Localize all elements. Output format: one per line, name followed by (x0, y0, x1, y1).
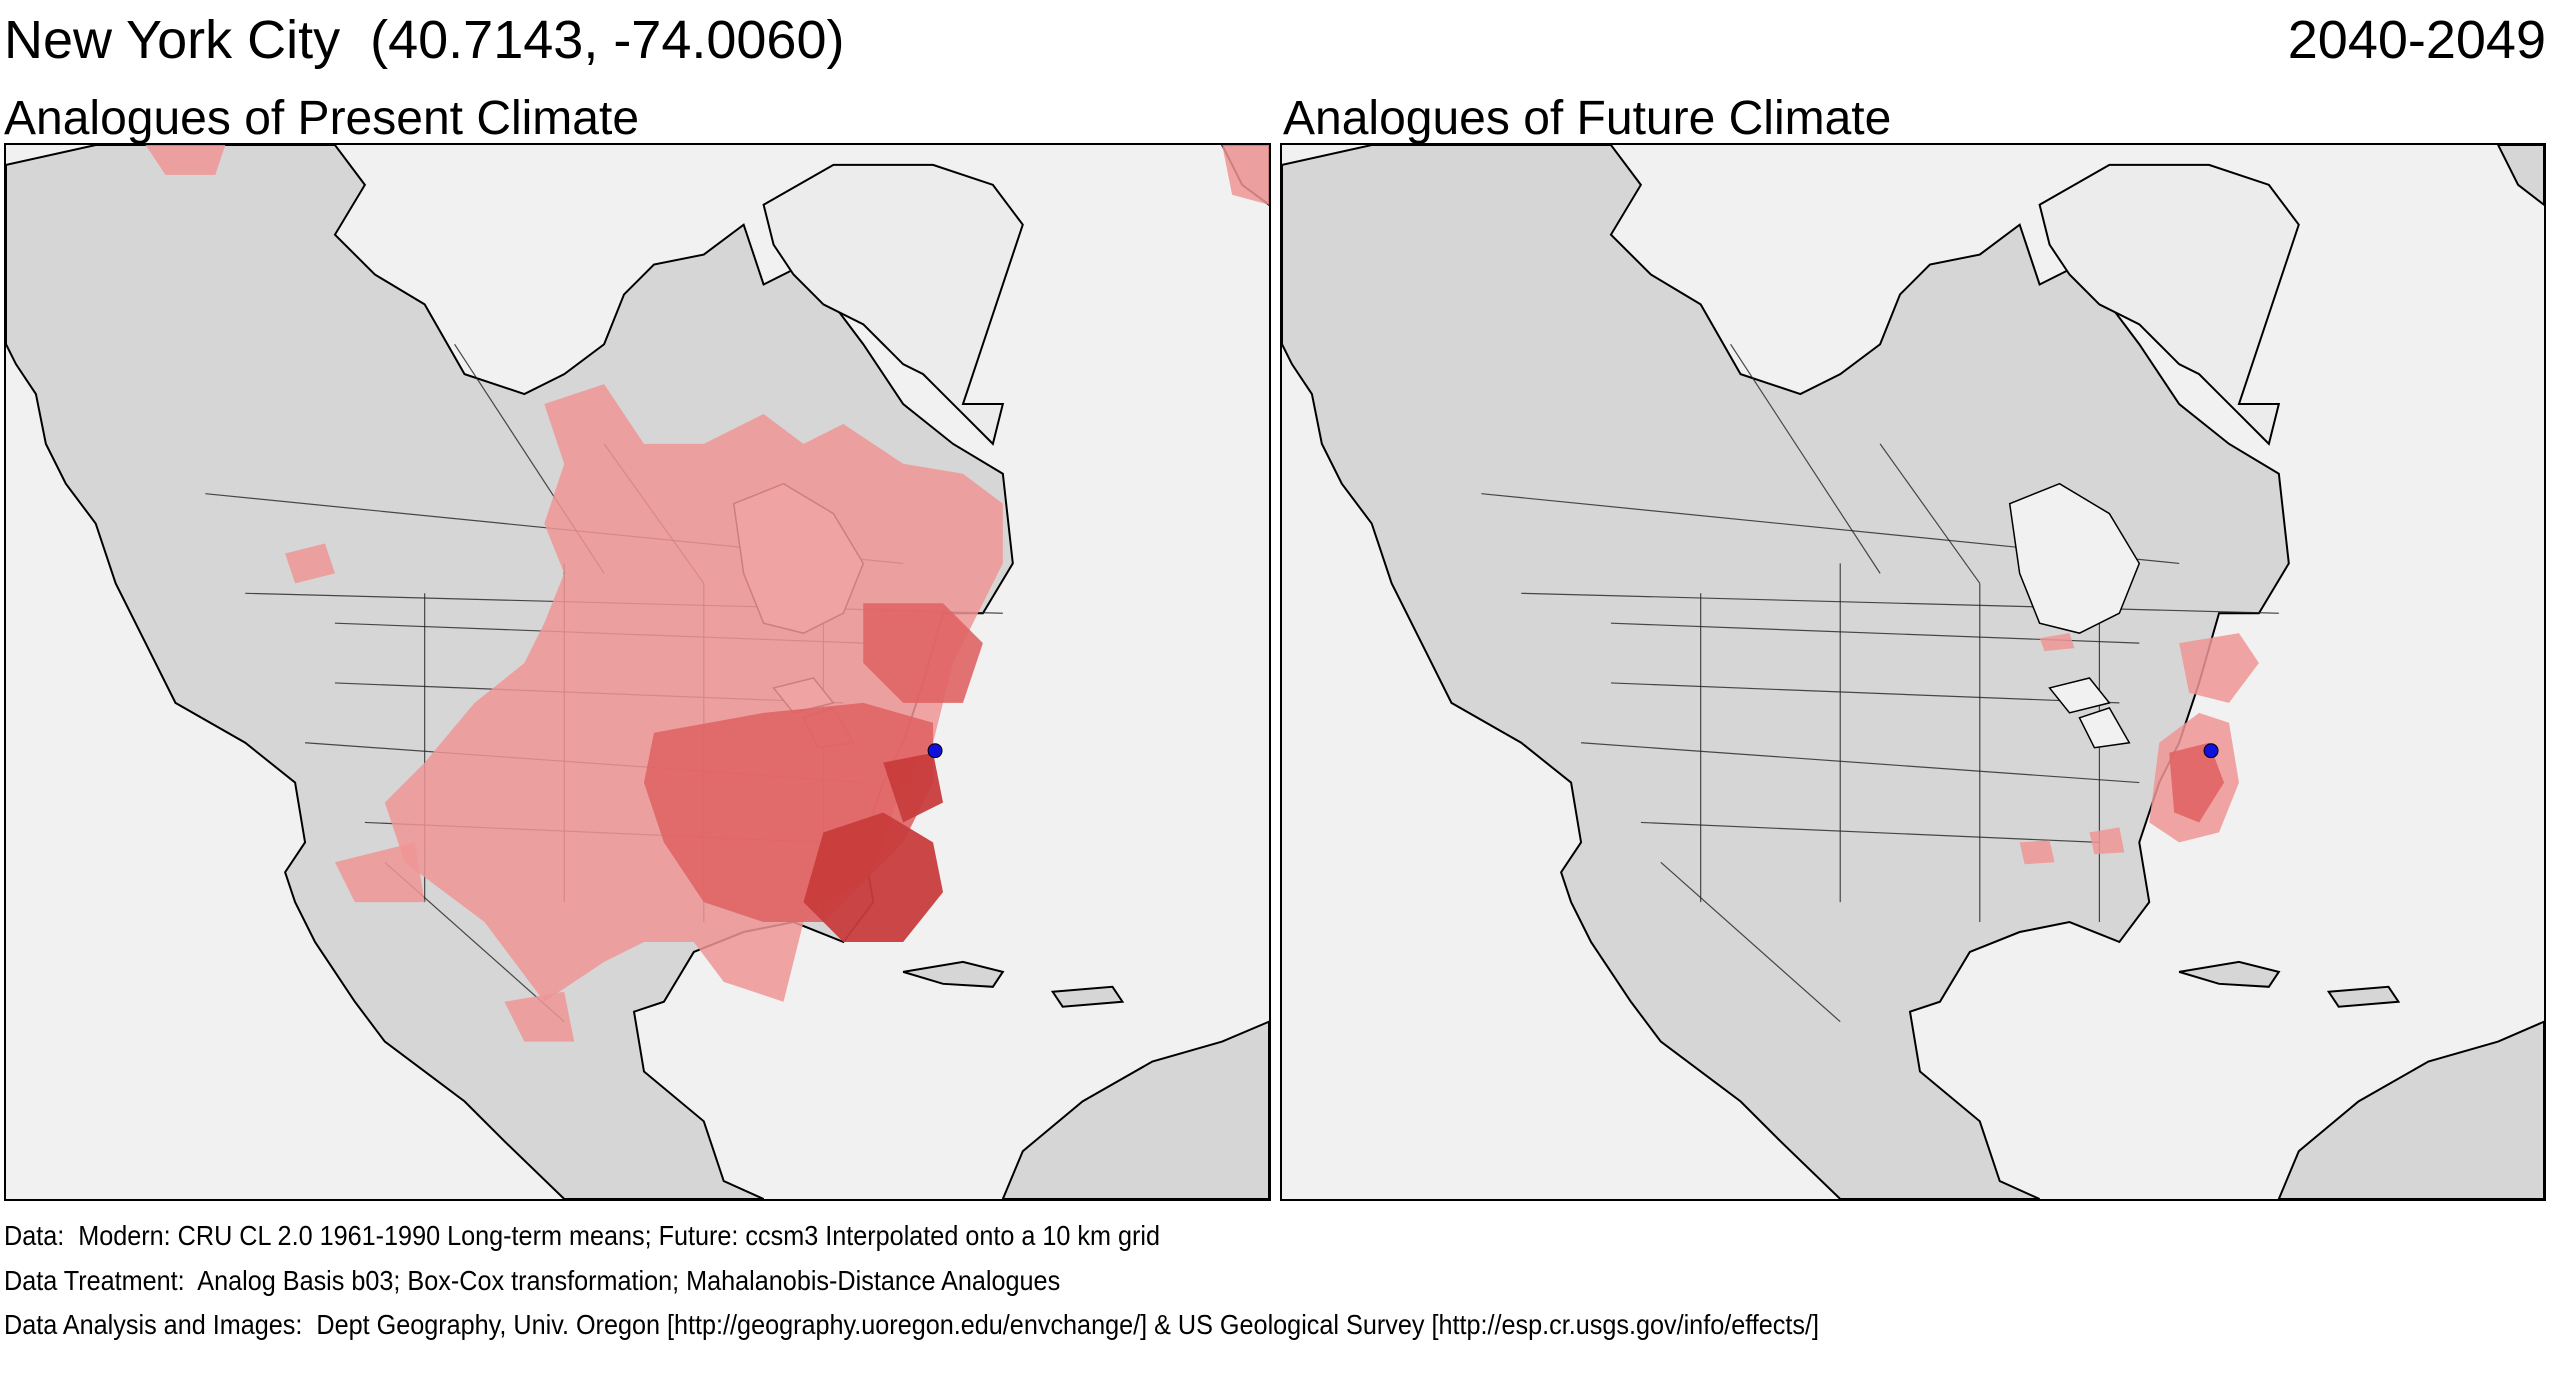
present-climate-panel-title: Analogues of Present Climate (4, 92, 640, 145)
future-climate-map-svg (1282, 145, 2544, 1199)
future-climate-panel-title: Analogues of Future Climate (1283, 92, 1892, 145)
present-climate-map (4, 143, 1271, 1201)
future-climate-map (1280, 143, 2546, 1201)
landmass (1282, 145, 2544, 1199)
data-treatment-note: Data Treatment: Analog Basis b03; Box-Co… (4, 1265, 1061, 1296)
analog-region-light (2019, 633, 2259, 865)
period-title: 2040-2049 (2287, 10, 2546, 70)
analog-region-dark (803, 752, 944, 942)
present-climate-map-svg (6, 145, 1269, 1199)
new-york-location-marker (927, 743, 943, 759)
data-analysis-credit: Data Analysis and Images: Dept Geography… (4, 1309, 1819, 1340)
state-province-borders (1481, 343, 2279, 1023)
hudson-bay-and-lakes (2008, 482, 2141, 749)
landmass (6, 145, 1269, 1199)
location-title: New York City (40.7143, -74.0060) (4, 10, 845, 70)
data-source-note: Data: Modern: CRU CL 2.0 1961-1990 Long-… (4, 1220, 1161, 1251)
analog-region-medium (2169, 742, 2225, 823)
new-york-location-marker (2203, 743, 2219, 759)
